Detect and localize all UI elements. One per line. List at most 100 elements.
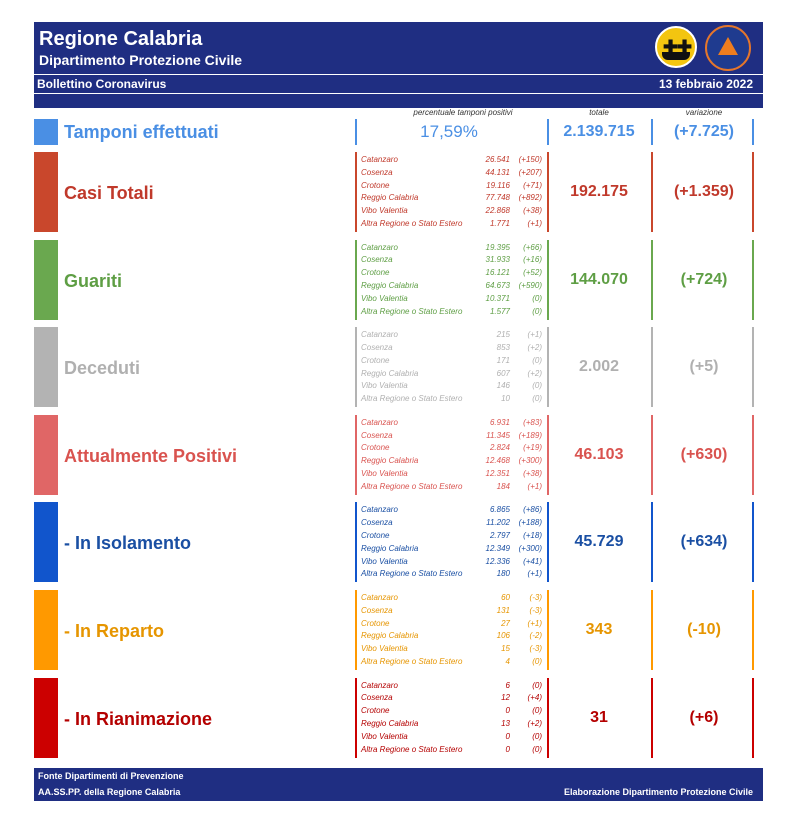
- divider: [355, 152, 357, 232]
- province-value: 184: [496, 481, 510, 491]
- bulletin-bar: Bollettino Coronavirus 13 febbraio 2022: [34, 74, 763, 94]
- reparto-label: - In Reparto: [64, 621, 165, 641]
- province-name: Cosenza: [361, 342, 393, 352]
- province-delta: (+207): [518, 167, 542, 177]
- province-delta: (+52): [523, 268, 542, 278]
- divider: [355, 119, 357, 145]
- positivi-label: Attualmente Positivi: [64, 445, 238, 466]
- province-value: 106: [496, 631, 510, 641]
- province-value: 0: [505, 706, 510, 716]
- province-value: 2.797: [489, 530, 510, 540]
- divider: [752, 239, 754, 320]
- rianimazione-label: - In Rianimazione: [64, 708, 213, 729]
- province-value: 44.131: [485, 167, 510, 177]
- province-delta: (+38): [523, 206, 542, 216]
- divider: [355, 414, 357, 495]
- guariti-label: Guariti: [64, 270, 123, 291]
- province-name: Crotone: [361, 530, 390, 540]
- province-delta: (+2): [527, 718, 542, 728]
- province-name: Reggio Calabria: [361, 543, 419, 553]
- province-name: Reggio Calabria: [361, 718, 419, 728]
- province-value: 131: [496, 605, 510, 615]
- row-deceduti: Deceduti Catanzaro 215 (+1) Cosenza 853 (+2) Cr…: [34, 327, 763, 408]
- divider: [651, 119, 653, 145]
- province-value: 0: [505, 731, 510, 741]
- casi-variation: (+1.359): [673, 183, 735, 200]
- reparto-variation: (-10): [687, 621, 721, 638]
- province-value: 10: [501, 394, 510, 404]
- divider: [355, 239, 357, 320]
- province-name: Crotone: [361, 268, 390, 278]
- province-delta: (+83): [523, 417, 542, 427]
- civil-protection-logo-icon: [705, 25, 751, 71]
- province-name: Cosenza: [361, 167, 393, 177]
- divider: [355, 502, 357, 583]
- bulletin-label: Bollettino Coronavirus: [37, 77, 167, 91]
- province-name: Cosenza: [361, 255, 393, 265]
- guariti-color-block: [34, 239, 58, 320]
- province-value: 171: [496, 355, 510, 365]
- rianimazione-color-block: [34, 677, 58, 758]
- province-value: 6: [505, 680, 510, 690]
- province-value: 1.577: [489, 306, 510, 316]
- province-delta: (+16): [523, 255, 542, 265]
- row-rianimazione: - In Rianimazione Catanzaro 6 (0) Cosenza 12 (…: [34, 677, 763, 758]
- province-name: Vibo Valentia: [361, 731, 408, 741]
- positivi-color-block: [34, 414, 58, 495]
- province-value: 4: [505, 657, 510, 666]
- province-name: Catanzaro: [361, 505, 398, 515]
- province-name: Vibo Valentia: [361, 468, 408, 478]
- divider: [547, 239, 549, 320]
- row-reparto: - In Reparto Catanzaro 60 (-3) Cosenza 131 (-3…: [34, 590, 763, 670]
- province-value: 13: [501, 718, 510, 728]
- province-value: 12.351: [485, 468, 510, 478]
- divider: [651, 590, 653, 670]
- province-value: 11.345: [486, 430, 510, 440]
- province-delta: (-2): [529, 631, 542, 641]
- province-name: Altra Regione o Stato Estero: [361, 219, 463, 228]
- divider: [752, 677, 754, 758]
- row-positivi: Attualmente Positivi Catanzaro 6.931 (+83) C…: [34, 414, 763, 495]
- province-delta: (+2): [527, 368, 542, 378]
- positivi-total: 46.103: [574, 445, 624, 463]
- province-value: 19.116: [486, 180, 510, 190]
- province-name: Cosenza: [361, 430, 393, 440]
- province-delta: (+590): [518, 280, 542, 290]
- province-delta: (+71): [523, 180, 542, 190]
- province-delta: (0): [532, 306, 542, 316]
- isolamento-variation: (+634): [680, 533, 728, 551]
- tamponi-label: Tamponi effettuati: [64, 122, 219, 142]
- province-name: Altra Regione o Stato Estero: [361, 394, 463, 404]
- province-delta: (+189): [518, 430, 542, 440]
- province-value: 1.771: [489, 219, 510, 228]
- province-name: Crotone: [361, 355, 390, 365]
- province-delta: (-3): [529, 644, 542, 654]
- col-header-total: totale: [589, 108, 609, 117]
- province-value: 10.371: [485, 293, 510, 303]
- province-delta: (0): [532, 731, 542, 741]
- province-delta: (+19): [523, 443, 542, 453]
- divider: [752, 327, 754, 408]
- province-delta: (0): [532, 706, 542, 716]
- row-isolamento: - In Isolamento Catanzaro 6.865 (+86) Cosenz…: [34, 502, 763, 583]
- divider: [651, 152, 653, 232]
- divider: [752, 502, 754, 583]
- bulletin-date: 13 febbraio 2022: [658, 77, 753, 91]
- province-delta: (+1): [527, 481, 542, 491]
- divider: [752, 119, 754, 145]
- province-value: 77.748: [485, 193, 510, 203]
- province-name: Vibo Valentia: [361, 644, 408, 654]
- province-name: Reggio Calabria: [361, 631, 419, 641]
- province-delta: (+1): [527, 330, 542, 340]
- province-value: 15: [501, 644, 510, 654]
- divider: [547, 119, 549, 145]
- deceduti-label: Deceduti: [64, 358, 141, 379]
- isolamento-label: - In Isolamento: [64, 533, 192, 554]
- tamponi-pct: 17,59%: [420, 122, 478, 141]
- province-name: Reggio Calabria: [361, 193, 419, 203]
- province-value: 12: [501, 693, 510, 703]
- divider: [752, 590, 754, 670]
- province-value: 16.121: [485, 268, 510, 278]
- positivi-variation: (+630): [680, 445, 728, 463]
- province-name: Vibo Valentia: [361, 206, 408, 216]
